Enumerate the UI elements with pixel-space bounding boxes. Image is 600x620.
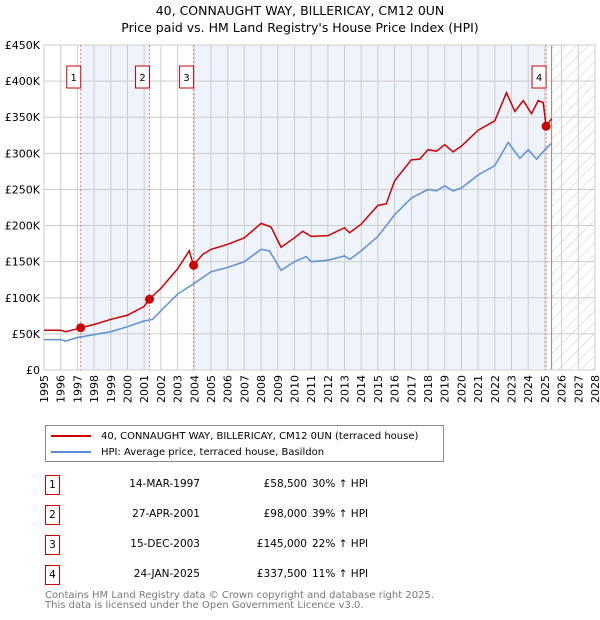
sale-row: 4 24-JAN-2025 £337,500 11% ↑ HPI bbox=[45, 565, 445, 585]
forecast-hatch bbox=[551, 45, 595, 370]
legend-swatch bbox=[51, 435, 91, 437]
ownership-shade bbox=[80, 45, 150, 370]
chart-title: 40, CONNAUGHT WAY, BILLERICAY, CM12 0UN bbox=[155, 3, 445, 18]
x-tick-label: 2008 bbox=[255, 375, 268, 403]
x-tick-label: 2020 bbox=[455, 375, 468, 403]
x-tick-label: 1998 bbox=[88, 375, 101, 403]
sale-label: 1 bbox=[71, 73, 77, 84]
sale-price: £58,500 bbox=[263, 478, 307, 490]
x-tick-label: 2007 bbox=[238, 375, 251, 403]
x-tick-label: 2017 bbox=[405, 375, 418, 403]
x-tick-label: 2028 bbox=[589, 375, 600, 403]
x-tick-label: 2024 bbox=[522, 375, 535, 403]
price-chart: 1995 1996 1997 1998 1999 2000 2001 2002 2003 2004… bbox=[5, 39, 600, 403]
x-tick-label: 2027 bbox=[572, 375, 585, 403]
footer-line: Contains HM Land Registry data © Crown c… bbox=[45, 590, 434, 601]
chart-subtitle: Price paid vs. HM Land Registry's House … bbox=[121, 20, 479, 35]
x-tick-label: 1997 bbox=[71, 375, 84, 403]
sale-point bbox=[145, 294, 155, 304]
sale-price: £98,000 bbox=[263, 508, 307, 520]
x-tick-label: 1995 bbox=[38, 375, 51, 403]
sale-point bbox=[189, 260, 199, 270]
footer-line: This data is licensed under the Open Gov… bbox=[45, 600, 364, 611]
x-tick-label: 1999 bbox=[105, 375, 118, 403]
sale-label: 4 bbox=[536, 73, 542, 84]
x-tick-label: 2011 bbox=[305, 375, 318, 403]
x-tick-label: 2003 bbox=[172, 375, 185, 403]
x-tick-label: 2002 bbox=[155, 375, 168, 403]
x-tick-label: 2009 bbox=[272, 375, 285, 403]
x-tick-label: 2006 bbox=[222, 375, 235, 403]
sale-row: 1 14-MAR-1997 £58,500 30% ↑ HPI bbox=[45, 475, 445, 495]
y-tick-label: £200K bbox=[5, 220, 41, 233]
plot-border bbox=[43, 44, 596, 371]
sale-point bbox=[541, 121, 551, 131]
sale-label-box bbox=[135, 65, 151, 89]
x-tick-label: 2021 bbox=[472, 375, 485, 403]
legend: 40, CONNAUGHT WAY, BILLERICAY, CM12 0UN … bbox=[45, 425, 444, 462]
x-tick-label: 2005 bbox=[205, 375, 218, 403]
sale-label: 2 bbox=[139, 73, 145, 84]
property-price-line bbox=[44, 90, 553, 333]
y-tick-label: £350K bbox=[5, 111, 41, 124]
x-tick-label: 2022 bbox=[489, 375, 502, 403]
x-tick-label: 2012 bbox=[322, 375, 335, 403]
x-tick-label: 2016 bbox=[389, 375, 402, 403]
sale-marker-badge: 4 bbox=[45, 565, 60, 585]
sale-label-box bbox=[531, 65, 547, 89]
x-tick-label: 2013 bbox=[339, 375, 352, 403]
legend-label: 40, CONNAUGHT WAY, BILLERICAY, CM12 0UN … bbox=[101, 430, 419, 442]
sale-hpi: 11% ↑ HPI bbox=[312, 568, 369, 580]
y-tick-label: £0 bbox=[26, 364, 40, 377]
x-tick-label: 2023 bbox=[506, 375, 519, 403]
y-tick-label: £450K bbox=[5, 39, 41, 52]
sale-hpi: 39% ↑ HPI bbox=[312, 508, 369, 520]
y-tick-label: £400K bbox=[5, 75, 41, 88]
x-tick-label: 2001 bbox=[138, 375, 151, 403]
sale-date: 15-DEC-2003 bbox=[130, 538, 200, 550]
sale-hpi: 22% ↑ HPI bbox=[312, 538, 369, 550]
x-tick-label: 2004 bbox=[188, 375, 201, 403]
legend-item-property: 40, CONNAUGHT WAY, BILLERICAY, CM12 0UN … bbox=[51, 428, 418, 444]
legend-label: HPI: Average price, terraced house, Basi… bbox=[101, 446, 325, 458]
sale-row: 2 27-APR-2001 £98,000 39% ↑ HPI bbox=[45, 505, 445, 525]
sale-price: £337,500 bbox=[256, 568, 307, 580]
ownership-shade bbox=[193, 45, 547, 370]
legend-item-hpi: HPI: Average price, terraced house, Basi… bbox=[51, 444, 324, 460]
sale-date: 14-MAR-1997 bbox=[129, 478, 200, 490]
sale-price: £145,000 bbox=[256, 538, 307, 550]
x-tick-label: 2000 bbox=[121, 375, 134, 403]
x-tick-label: 2010 bbox=[288, 375, 301, 403]
x-tick-label: 2026 bbox=[556, 375, 569, 403]
sale-label-box bbox=[179, 65, 195, 89]
x-tick-label: 1996 bbox=[55, 375, 68, 403]
sale-marker-badge: 3 bbox=[45, 535, 60, 555]
sale-label-box bbox=[66, 65, 82, 89]
sale-marker-badge: 1 bbox=[45, 475, 60, 495]
sale-marker-badge: 2 bbox=[45, 505, 60, 525]
sale-label: 3 bbox=[183, 73, 189, 84]
y-tick-label: £50K bbox=[12, 328, 41, 341]
sale-date: 24-JAN-2025 bbox=[133, 568, 200, 580]
x-tick-label: 2018 bbox=[422, 375, 435, 403]
x-tick-label: 2014 bbox=[355, 375, 368, 403]
y-tick-label: £100K bbox=[5, 292, 41, 305]
y-tick-label: £150K bbox=[5, 256, 41, 269]
sale-row: 3 15-DEC-2003 £145,000 22% ↑ HPI bbox=[45, 535, 445, 555]
sale-date: 27-APR-2001 bbox=[132, 508, 200, 520]
x-tick-label: 2019 bbox=[439, 375, 452, 403]
legend-swatch bbox=[51, 451, 91, 453]
sale-hpi: 30% ↑ HPI bbox=[312, 478, 369, 490]
y-tick-label: £250K bbox=[5, 183, 41, 196]
x-tick-label: 2015 bbox=[372, 375, 385, 403]
sale-point bbox=[76, 323, 86, 333]
hpi-line bbox=[44, 141, 553, 342]
footer: Contains HM Land Registry data © Crown c… bbox=[45, 591, 434, 611]
y-tick-label: £300K bbox=[5, 147, 41, 160]
x-tick-label: 2025 bbox=[539, 375, 552, 403]
